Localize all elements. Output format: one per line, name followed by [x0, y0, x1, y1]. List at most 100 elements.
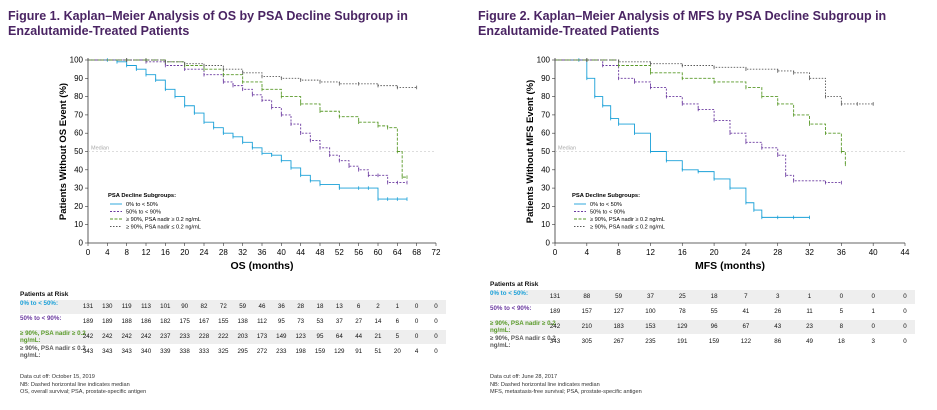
- risk-value: 189: [549, 308, 561, 315]
- risk-value: 5: [839, 308, 844, 315]
- footnote: Data cut off: October 15, 2019: [20, 374, 95, 380]
- risk-value: 0: [434, 303, 438, 310]
- risk-value: 210: [581, 323, 592, 330]
- risk-value: 242: [82, 333, 94, 340]
- risk-table-title: Patients at Risk: [20, 291, 69, 298]
- legend-entry: 50% to < 90%: [126, 210, 161, 216]
- risk-value: 183: [613, 323, 624, 330]
- x-tick-label: 72: [432, 248, 441, 257]
- x-tick-label: 28: [773, 248, 782, 257]
- risk-value: 0: [903, 293, 907, 300]
- risk-value: 26: [774, 308, 782, 315]
- x-tick-label: 16: [678, 248, 687, 257]
- y-tick-label: 100: [537, 56, 551, 65]
- risk-value: 119: [121, 303, 132, 310]
- risk-table-row: ≥ 90%, PSA nadir ≥ 0.2 ng/mL: 242 210 183 15…: [490, 320, 915, 334]
- legend-entry: ≥ 90%, PSA nadir ≥ 0.2 ng/mL: [126, 217, 201, 223]
- x-tick-label: 28: [219, 248, 228, 257]
- risk-value: 36: [277, 303, 285, 310]
- risk-value: 153: [645, 323, 656, 330]
- risk-value: 343: [549, 338, 561, 345]
- risk-value: 23: [806, 323, 813, 330]
- legend-title: PSA Decline Subgroups:: [108, 193, 176, 199]
- risk-value: 53: [316, 318, 324, 325]
- risk-value: 96: [710, 323, 718, 330]
- x-tick-label: 24: [200, 248, 209, 257]
- risk-value: 131: [82, 303, 94, 310]
- x-tick-label: 44: [901, 248, 910, 257]
- risk-value: 155: [218, 318, 229, 325]
- figure-1-panel: Figure 1. Kaplan–Meier Analysis of OS by…: [0, 0, 460, 410]
- risk-value: 90: [181, 303, 189, 310]
- x-tick-label: 44: [296, 248, 305, 257]
- risk-value: 73: [297, 318, 305, 325]
- risk-value: 122: [740, 338, 752, 345]
- risk-value: 20: [393, 348, 401, 355]
- risk-value: 13: [335, 303, 343, 310]
- legend-entry: 0% to < 50%: [590, 202, 622, 208]
- y-tick-label: 10: [541, 220, 550, 229]
- risk-value: 340: [140, 348, 152, 355]
- risk-value: 1: [395, 303, 400, 310]
- risk-value: 37: [335, 318, 343, 325]
- risk-row-label: 50% to < 90%:: [490, 305, 532, 312]
- risk-value: 233: [179, 333, 190, 340]
- risk-value: 175: [179, 318, 190, 325]
- risk-value: 0: [414, 303, 419, 310]
- x-tick-label: 0: [553, 248, 558, 257]
- x-tick-label: 20: [710, 248, 719, 257]
- risk-value: 3: [775, 293, 780, 300]
- risk-value: 7: [744, 293, 748, 300]
- x-tick-label: 24: [741, 248, 750, 257]
- y-tick-label: 30: [74, 184, 83, 193]
- risk-value: 189: [102, 318, 113, 325]
- x-tick-label: 68: [412, 248, 421, 257]
- risk-value: 91: [355, 348, 363, 355]
- risk-value: 4: [414, 348, 419, 355]
- median-label: Median: [91, 146, 109, 152]
- median-label: Median: [558, 146, 576, 152]
- x-tick-label: 4: [105, 248, 110, 257]
- y-tick-label: 30: [541, 184, 550, 193]
- x-axis-label: MFS (months): [695, 260, 765, 272]
- risk-value: 82: [200, 303, 208, 310]
- km-curve: [88, 59, 407, 178]
- risk-table-row: ≥ 90%, PSA nadir ≤ 0.2 ng/mL: 343 343 343 34…: [20, 345, 446, 359]
- risk-row-label: 0% to < 50%:: [490, 290, 528, 297]
- y-tick-label: 80: [541, 92, 550, 101]
- risk-value: 59: [615, 293, 623, 300]
- km-curve: [555, 59, 874, 105]
- risk-value: 41: [742, 308, 750, 315]
- risk-value: 237: [160, 333, 171, 340]
- risk-table-row: ≥ 90%, PSA nadir ≥ 0.2 ng/mL: 242 242 242 24…: [20, 330, 446, 344]
- risk-value: 123: [295, 333, 306, 340]
- risk-value: 100: [645, 308, 656, 315]
- risk-value: 72: [219, 303, 227, 310]
- x-tick-label: 12: [646, 248, 655, 257]
- footnote: NB: Dashed horizontal line indicates med…: [490, 381, 600, 388]
- risk-value: 242: [140, 333, 152, 340]
- risk-value: 242: [549, 323, 561, 330]
- risk-value: 49: [806, 338, 813, 345]
- footnote: MFS, metastasis-free survival; PSA, pros…: [490, 389, 642, 395]
- y-tick-label: 0: [79, 239, 84, 248]
- footnote: Data cut off: June 28, 2017: [490, 374, 558, 380]
- risk-value: 157: [581, 308, 592, 315]
- risk-value: 343: [82, 348, 94, 355]
- risk-value: 167: [198, 318, 210, 325]
- risk-value: 18: [710, 293, 718, 300]
- risk-value: 129: [334, 348, 345, 355]
- x-tick-label: 64: [393, 248, 402, 257]
- risk-value: 182: [160, 318, 171, 325]
- risk-table-row: 50% to < 90%: 189 189 188 186 182 175 167 155 138…: [20, 315, 446, 329]
- footnote: NB: Dashed horizontal line indicates med…: [20, 381, 130, 388]
- risk-value: 149: [276, 333, 287, 340]
- risk-value: 0: [903, 338, 907, 345]
- risk-value: 95: [316, 333, 324, 340]
- risk-value: 343: [102, 348, 113, 355]
- y-tick-label: 50: [74, 147, 83, 156]
- y-axis-label: Patients Without OS Event (%): [58, 83, 69, 220]
- x-tick-label: 12: [142, 248, 151, 257]
- risk-value: 18: [316, 303, 324, 310]
- risk-value: 198: [295, 348, 306, 355]
